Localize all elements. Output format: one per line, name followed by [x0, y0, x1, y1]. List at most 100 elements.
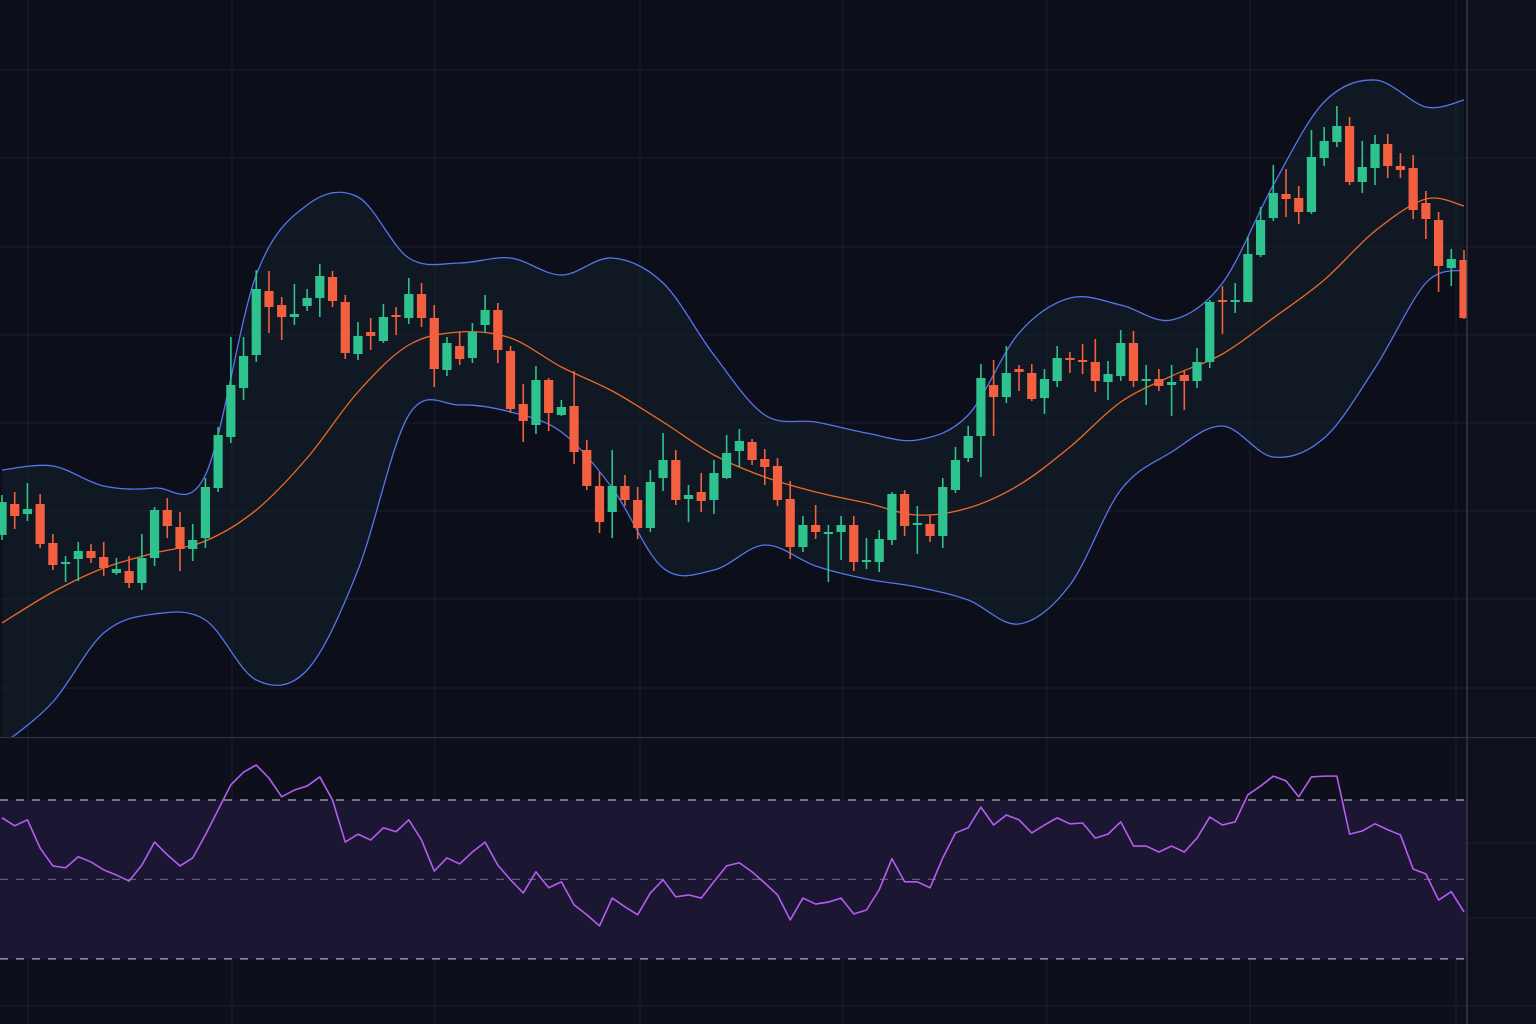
candle-bullish: [213, 427, 223, 492]
candle-body: [1141, 379, 1151, 381]
candle-body: [1344, 126, 1355, 182]
candle-body: [73, 551, 83, 559]
candle-body: [1459, 260, 1467, 318]
candle-bullish: [950, 447, 961, 493]
candle-bullish: [289, 284, 299, 325]
candle-body: [1319, 141, 1329, 158]
candle-bearish: [1408, 155, 1418, 219]
candle-bearish: [1383, 134, 1393, 178]
candle-bullish: [188, 524, 198, 561]
candle-bearish: [277, 297, 287, 340]
candle-body: [772, 466, 783, 500]
bollinger-lower-line: [11, 269, 1465, 737]
candle-body: [404, 294, 414, 318]
candle-bullish: [302, 289, 312, 311]
candle-body: [1281, 194, 1291, 199]
candle-body: [505, 351, 516, 409]
candle-bearish: [1065, 352, 1075, 373]
candle-body: [696, 492, 706, 501]
candle-bearish: [1014, 365, 1024, 391]
candle-body: [175, 527, 185, 549]
candle-bearish: [327, 271, 338, 307]
candle-body: [1001, 373, 1011, 397]
candle-body: [251, 289, 261, 355]
candle-bullish: [861, 538, 872, 569]
candle-bullish: [645, 470, 655, 532]
candle-body: [1078, 360, 1088, 362]
candle-body: [289, 314, 299, 317]
candle-body: [887, 494, 897, 540]
candle-bullish: [683, 485, 694, 522]
candle-bullish: [531, 366, 541, 434]
candle-bearish: [1217, 286, 1228, 334]
candle-bullish: [938, 478, 948, 548]
candle-body: [823, 532, 833, 534]
candle-body: [569, 406, 579, 452]
candle-body: [556, 407, 566, 415]
candle-body: [658, 460, 668, 478]
candle-body: [327, 277, 338, 301]
candle-bearish: [455, 332, 465, 365]
candle-bearish: [518, 384, 528, 442]
candle-bearish: [1459, 250, 1467, 319]
candle-bearish: [989, 360, 999, 436]
candle-bearish: [582, 440, 592, 490]
candle-body: [989, 385, 999, 397]
candle-bullish: [1332, 106, 1342, 147]
candle-bullish: [1116, 330, 1126, 381]
candle-bullish: [836, 516, 846, 560]
candle-body: [607, 486, 617, 512]
candle-body: [811, 525, 821, 532]
candle-body: [836, 525, 846, 532]
candle-bullish: [658, 433, 668, 491]
candle-body: [0, 502, 7, 535]
price-panel: [0, 79, 1467, 737]
candle-body: [1433, 220, 1444, 266]
candle-bullish: [251, 270, 261, 362]
candle-body: [938, 487, 948, 536]
candle-bullish: [149, 507, 160, 566]
candle-body: [429, 318, 439, 369]
candle-body: [493, 310, 503, 350]
candle-bullish: [1230, 283, 1240, 313]
candle-body: [1179, 375, 1189, 381]
candle-bearish: [594, 472, 605, 533]
candle-bearish: [1090, 339, 1100, 392]
candle-body: [149, 510, 160, 558]
candle-body: [455, 346, 465, 359]
candle-bullish: [874, 530, 884, 572]
candle-body: [849, 525, 859, 562]
candle-bearish: [416, 283, 427, 327]
candle-bullish: [709, 460, 719, 514]
candle-body: [1446, 259, 1456, 268]
candle-bullish: [1306, 130, 1317, 214]
candle-bullish: [378, 304, 388, 343]
candle-bearish: [1395, 153, 1406, 178]
candle-bearish: [340, 295, 350, 359]
candle-body: [378, 317, 388, 341]
price-scale-area[interactable]: [1467, 0, 1536, 1024]
candle-bullish: [1205, 300, 1215, 368]
candle-bullish: [1039, 369, 1050, 414]
candle-bullish: [353, 322, 363, 360]
candle-bullish: [137, 534, 147, 590]
candle-body: [1243, 254, 1253, 302]
candle-body: [861, 560, 872, 562]
candle-bullish: [1052, 346, 1062, 387]
candle-body: [340, 302, 350, 353]
candle-body: [734, 441, 744, 451]
candle-body: [86, 551, 96, 558]
candle-body: [1357, 167, 1367, 182]
candle-body: [162, 510, 172, 526]
candle-body: [60, 562, 71, 564]
candle-bullish: [734, 429, 744, 467]
candle-bullish: [1370, 135, 1380, 185]
candle-body: [1306, 157, 1317, 212]
candle-body: [722, 453, 732, 478]
candle-body: [35, 504, 45, 544]
candle-body: [912, 523, 922, 525]
candle-bearish: [493, 303, 503, 363]
candle-bearish: [35, 494, 45, 548]
candle-body: [683, 495, 694, 499]
